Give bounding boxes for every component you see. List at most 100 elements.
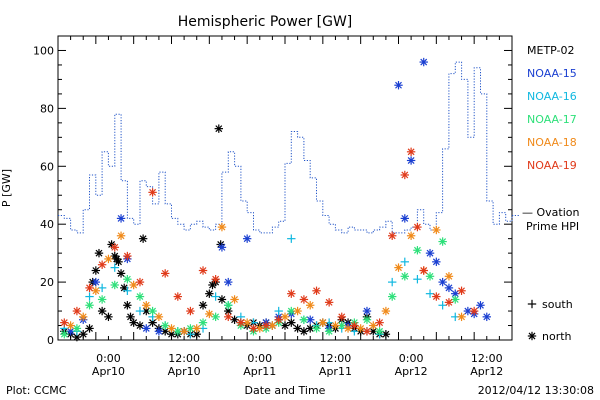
point-noaa-15: [224, 277, 233, 287]
y-tick-label: 80: [40, 102, 54, 115]
point-noaa-16: [425, 289, 435, 298]
point-noaa-19: [85, 283, 94, 293]
point-noaa-15: [451, 289, 460, 298]
point-noaa-19: [224, 312, 233, 322]
point-noaa-19: [72, 306, 82, 316]
x-tick-label-time: 12:00: [168, 352, 200, 365]
point-noaa-17: [438, 237, 447, 246]
point-noaa-16: [211, 292, 220, 301]
point-noaa-16: [85, 292, 94, 301]
point-metp-02: [116, 269, 126, 278]
plot-timestamp: 2012/04/12 13:30:08: [478, 384, 594, 397]
point-noaa-19: [274, 315, 283, 324]
point-noaa-15: [142, 324, 151, 333]
point-noaa-19: [249, 324, 258, 333]
point-noaa-19: [173, 292, 183, 301]
point-noaa-15: [154, 327, 164, 336]
point-noaa-19: [299, 295, 309, 304]
plot-source: Plot: CCMC: [6, 384, 67, 397]
point-noaa-18: [356, 324, 365, 333]
y-axis: 0 20 40 60 80 100: [33, 44, 512, 347]
y-tick-label: 0: [47, 334, 54, 347]
point-noaa-18: [104, 254, 113, 264]
x-tick-label-date: Apr12: [395, 365, 428, 378]
point-noaa-15: [438, 277, 447, 287]
point-noaa-17: [299, 315, 309, 324]
marker-north-label: north: [542, 330, 572, 343]
point-noaa-18: [230, 295, 239, 304]
ovation-label-line2: Prime HPI: [526, 220, 579, 233]
point-noaa-17: [186, 324, 195, 333]
point-metp-02: [123, 301, 132, 310]
x-tick-label-date: Apr12: [470, 365, 503, 378]
point-metp-02: [280, 321, 290, 330]
point-noaa-15: [406, 156, 416, 165]
point-noaa-17: [451, 295, 460, 304]
x-tick-label-time: 0:00: [247, 352, 272, 365]
point-noaa-18: [116, 231, 126, 240]
y-tick-label: 100: [33, 44, 54, 57]
point-noaa-19: [198, 266, 208, 275]
point-noaa-17: [375, 327, 384, 336]
point-noaa-19: [324, 298, 334, 307]
point-noaa-19: [413, 222, 422, 232]
point-noaa-18: [66, 321, 75, 330]
x-tick-label-date: Apr11: [243, 365, 276, 378]
point-metp-02: [293, 324, 302, 333]
point-noaa-19: [97, 260, 107, 269]
point-noaa-19: [432, 292, 441, 301]
point-metp-02: [126, 312, 135, 322]
y-tick-label: 40: [40, 218, 54, 231]
marker-legend: south north: [527, 298, 573, 343]
point-metp-02: [138, 234, 148, 243]
y-tick-label: 20: [40, 276, 54, 289]
point-noaa-18: [91, 286, 101, 295]
point-noaa-18: [369, 321, 378, 330]
point-noaa-18: [457, 312, 466, 322]
point-noaa-15: [217, 243, 227, 252]
point-noaa-16: [274, 306, 283, 316]
point-noaa-15: [91, 277, 101, 287]
chart-title: Hemispheric Power [GW]: [178, 14, 353, 30]
legend-item-noaa-16: NOAA-16: [527, 90, 577, 103]
marker-north-symbol: [527, 331, 537, 341]
point-noaa-17: [211, 312, 220, 322]
point-noaa-17: [324, 327, 334, 336]
point-noaa-16: [287, 234, 296, 243]
legend-item-metp-02: METP-02: [527, 44, 575, 57]
point-metp-02: [129, 318, 138, 327]
point-noaa-19: [186, 306, 195, 316]
point-noaa-17: [60, 330, 69, 339]
plot-frame: [57, 35, 513, 341]
point-noaa-18: [205, 309, 214, 319]
point-noaa-16: [438, 301, 447, 310]
point-noaa-16: [123, 286, 132, 295]
point-metp-02: [217, 295, 227, 304]
point-noaa-19: [123, 251, 132, 261]
point-metp-02: [114, 257, 123, 267]
point-noaa-16: [413, 275, 422, 284]
x-tick-label-date: Apr10: [168, 365, 201, 378]
point-noaa-17: [123, 275, 132, 284]
point-noaa-18: [306, 301, 315, 310]
point-noaa-17: [224, 301, 233, 310]
point-metp-02: [205, 289, 214, 298]
point-noaa-17: [413, 246, 422, 255]
point-metp-02: [94, 248, 104, 258]
x-tick-label-time: 0:00: [399, 352, 424, 365]
point-metp-02: [97, 306, 107, 316]
point-noaa-18: [129, 280, 138, 290]
point-noaa-18: [179, 327, 189, 336]
point-noaa-15: [400, 214, 410, 223]
y-tick-label: 60: [40, 160, 54, 173]
point-noaa-17: [110, 280, 119, 290]
point-noaa-17: [97, 295, 107, 304]
point-noaa-17: [148, 306, 157, 316]
point-noaa-17: [85, 301, 94, 310]
point-noaa-18: [444, 272, 454, 281]
point-noaa-15: [476, 301, 485, 310]
legend-item-noaa-17: NOAA-17: [527, 113, 577, 126]
point-metp-02: [85, 324, 94, 333]
x-tick-label-date: Apr11: [319, 365, 352, 378]
legend: METP-02 NOAA-15 NOAA-16 NOAA-17 NOAA-18 NOAA-…: [527, 44, 577, 172]
